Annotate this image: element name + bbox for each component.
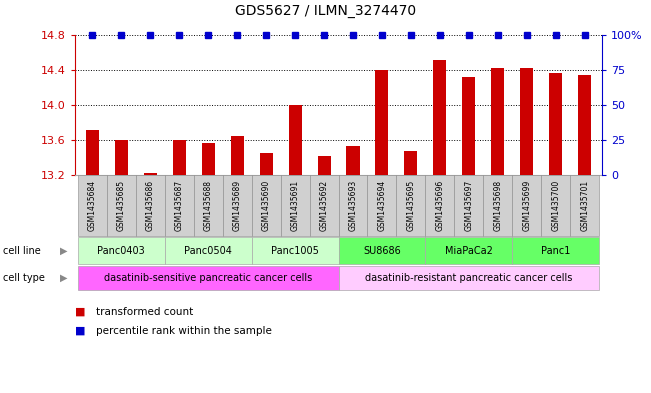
Text: Panc1005: Panc1005 bbox=[271, 246, 319, 256]
Bar bbox=[578, 75, 591, 175]
Text: cell line: cell line bbox=[3, 246, 41, 256]
Text: ▶: ▶ bbox=[60, 273, 68, 283]
Bar bbox=[202, 143, 215, 175]
Text: dasatinib-resistant pancreatic cancer cells: dasatinib-resistant pancreatic cancer ce… bbox=[365, 273, 573, 283]
Bar bbox=[288, 105, 301, 175]
Text: transformed count: transformed count bbox=[96, 307, 193, 317]
Text: MiaPaCa2: MiaPaCa2 bbox=[445, 246, 493, 256]
Text: ▶: ▶ bbox=[60, 246, 68, 256]
Text: GSM1435688: GSM1435688 bbox=[204, 180, 213, 231]
Text: SU8686: SU8686 bbox=[363, 246, 401, 256]
Text: cell type: cell type bbox=[3, 273, 45, 283]
Text: GSM1435687: GSM1435687 bbox=[174, 180, 184, 231]
Text: GSM1435693: GSM1435693 bbox=[348, 180, 357, 231]
Text: GSM1435691: GSM1435691 bbox=[290, 180, 299, 231]
Bar bbox=[230, 136, 243, 175]
Bar bbox=[346, 146, 359, 175]
Bar bbox=[144, 173, 157, 175]
Bar bbox=[173, 140, 186, 175]
Bar bbox=[115, 140, 128, 175]
Text: ■: ■ bbox=[75, 307, 85, 317]
Text: GSM1435699: GSM1435699 bbox=[522, 180, 531, 231]
Bar bbox=[462, 77, 475, 175]
Text: GDS5627 / ILMN_3274470: GDS5627 / ILMN_3274470 bbox=[235, 4, 416, 18]
Text: GSM1435686: GSM1435686 bbox=[146, 180, 155, 231]
Bar bbox=[549, 73, 562, 175]
Bar bbox=[520, 68, 533, 175]
Bar bbox=[318, 156, 331, 175]
Text: Panc0403: Panc0403 bbox=[98, 246, 145, 256]
Text: GSM1435700: GSM1435700 bbox=[551, 180, 561, 231]
Text: GSM1435684: GSM1435684 bbox=[88, 180, 97, 231]
Text: dasatinib-sensitive pancreatic cancer cells: dasatinib-sensitive pancreatic cancer ce… bbox=[104, 273, 312, 283]
Bar bbox=[492, 68, 505, 175]
Text: GSM1435690: GSM1435690 bbox=[262, 180, 271, 231]
Bar bbox=[434, 60, 447, 175]
Text: percentile rank within the sample: percentile rank within the sample bbox=[96, 326, 271, 336]
Bar bbox=[376, 70, 389, 175]
Text: GSM1435692: GSM1435692 bbox=[320, 180, 329, 231]
Text: ■: ■ bbox=[75, 326, 85, 336]
Text: GSM1435689: GSM1435689 bbox=[232, 180, 242, 231]
Text: GSM1435685: GSM1435685 bbox=[117, 180, 126, 231]
Text: GSM1435695: GSM1435695 bbox=[406, 180, 415, 231]
Text: GSM1435698: GSM1435698 bbox=[493, 180, 503, 231]
Bar bbox=[404, 151, 417, 175]
Bar bbox=[86, 130, 99, 175]
Bar bbox=[260, 153, 273, 175]
Text: GSM1435696: GSM1435696 bbox=[436, 180, 445, 231]
Text: GSM1435697: GSM1435697 bbox=[464, 180, 473, 231]
Text: GSM1435694: GSM1435694 bbox=[378, 180, 387, 231]
Text: Panc1: Panc1 bbox=[541, 246, 570, 256]
Text: Panc0504: Panc0504 bbox=[184, 246, 232, 256]
Text: GSM1435701: GSM1435701 bbox=[580, 180, 589, 231]
